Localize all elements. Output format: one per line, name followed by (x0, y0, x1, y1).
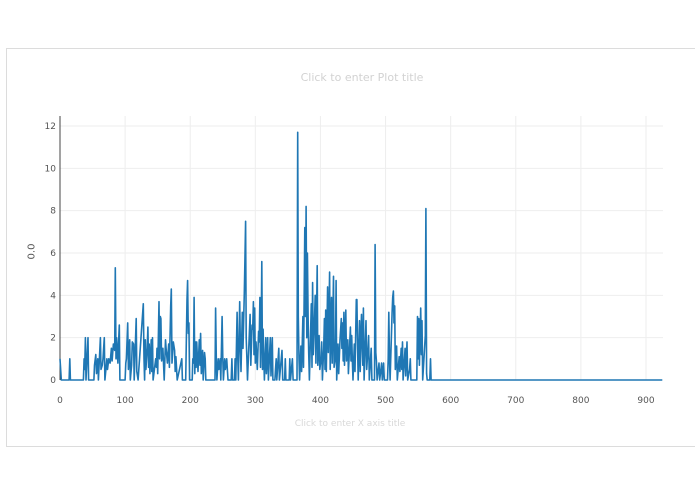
y-axis-title[interactable]: 0.0 (26, 243, 38, 260)
y-tick-label: 4 (50, 291, 56, 301)
x-tick-label: 900 (637, 396, 654, 406)
x-tick-label: 200 (182, 396, 199, 406)
x-tick-label: 800 (572, 396, 589, 406)
x-tick-label: 100 (117, 396, 134, 406)
axis-ticks: 0 100 200 300 400 500 600 700 800 900 0 2 4 6 8 10 12 (45, 122, 655, 406)
x-tick-label: 300 (247, 396, 264, 406)
data-line[interactable] (59, 131, 663, 381)
x-tick-label: 400 (312, 396, 329, 406)
gridlines (60, 116, 663, 380)
y-tick-label: 12 (45, 122, 56, 132)
y-tick-label: 10 (45, 164, 57, 174)
x-tick-label: 500 (377, 396, 394, 406)
x-tick-label: 600 (442, 396, 459, 406)
x-axis-title[interactable]: Click to enter X axis title (294, 419, 406, 429)
x-tick-label: 700 (507, 396, 524, 406)
x-tick-label: 0 (57, 396, 63, 406)
y-tick-label: 0 (50, 376, 56, 386)
y-tick-label: 8 (50, 207, 56, 217)
plot-title[interactable]: Click to enter Plot title (300, 71, 424, 84)
y-tick-label: 2 (50, 334, 56, 344)
y-tick-label: 6 (50, 249, 56, 259)
